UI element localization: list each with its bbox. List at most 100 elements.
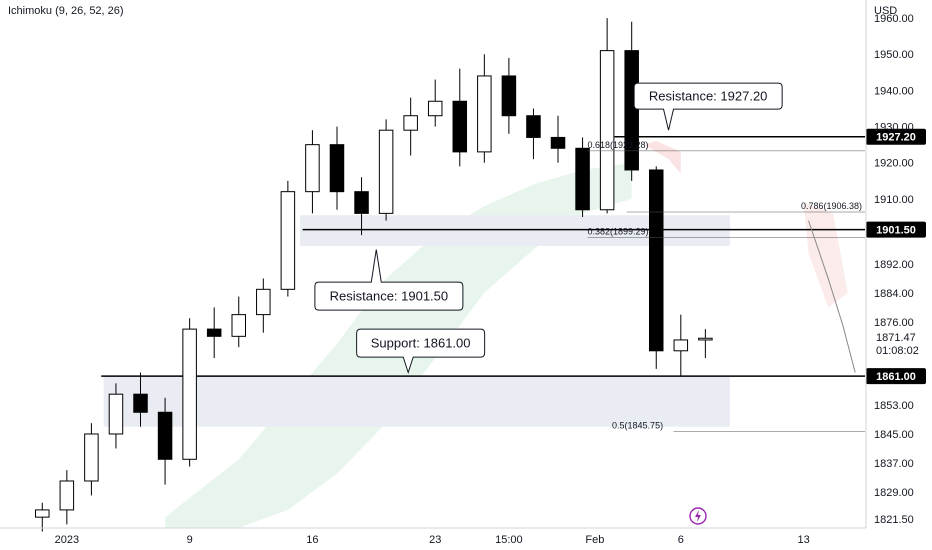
ichimoku-cloud-red-future	[803, 202, 848, 308]
candle-body	[501, 75, 517, 117]
time-tick-23: 23	[429, 534, 441, 546]
price-tick: 1876.00	[874, 317, 914, 329]
candle	[378, 119, 394, 221]
price-badge-1901.50	[866, 221, 926, 238]
candle	[403, 97, 418, 156]
price-badge-text-1861.00: 1861.00	[876, 371, 916, 383]
candle-body	[108, 393, 124, 435]
indicator-label[interactable]: Ichimoku (9, 26, 52, 26)	[8, 5, 124, 17]
candle	[526, 108, 541, 160]
lightning-icon[interactable]	[689, 507, 707, 525]
fib-label-0.618(1923.28): 0.618(1923.28)	[587, 140, 648, 150]
time-tick-9: 9	[187, 534, 193, 546]
candle-body	[526, 115, 541, 138]
candle	[256, 278, 271, 333]
levels-layer	[101, 135, 865, 377]
time-tick-16: 16	[306, 534, 318, 546]
time-tick-Feb: Feb	[585, 534, 604, 546]
candle-body	[354, 191, 369, 214]
candle	[280, 180, 296, 297]
lightning-icon-bolt	[695, 510, 701, 522]
fib-labels-layer: 0.618(1923.28) 0.382(1899.29) 0.786(1906.3…	[587, 140, 865, 432]
candle	[108, 383, 124, 449]
currency-label: USD	[874, 5, 897, 17]
price-badge-text-1927.20: 1927.20	[876, 132, 916, 144]
candle	[452, 68, 468, 167]
candle-body	[35, 509, 50, 518]
price-tick: 1853.00	[874, 400, 914, 412]
time-axis[interactable]: 2023 9 16 23 15:00 Feb 6 13	[0, 507, 866, 546]
candle	[648, 166, 664, 369]
price-tick: 1837.00	[874, 458, 914, 470]
candle-body	[452, 100, 468, 153]
time-tick-15:00: 15:00	[495, 534, 523, 546]
price-tick: 1950.00	[874, 49, 914, 61]
callout-support-1861-text: Support: 1861.00	[371, 336, 471, 351]
price-tick: 1845.00	[874, 429, 914, 441]
callout-resistance-1901-box	[314, 249, 464, 311]
candle	[698, 329, 713, 359]
price-badge-text-1901.50: 1901.50	[876, 225, 916, 237]
candle	[427, 79, 443, 127]
projection-path	[808, 220, 856, 373]
price-tick: 1884.00	[874, 288, 914, 300]
candle-body	[329, 144, 345, 193]
candle-body	[84, 433, 99, 482]
candle-body	[59, 480, 75, 511]
candle-body	[182, 328, 197, 460]
candle	[599, 18, 615, 214]
callout-resistance-1927-text: Resistance: 1927.20	[649, 89, 768, 104]
support-zone	[103, 376, 730, 427]
candle-body	[256, 288, 271, 316]
price-tick: 1930.00	[874, 122, 914, 134]
last-price-label: 1871.47	[876, 332, 916, 344]
candle	[673, 314, 689, 377]
callout-support-1861[interactable]: Support: 1861.00	[356, 328, 486, 375]
callout-resistance-1901-text: Resistance: 1901.50	[330, 289, 449, 304]
candle	[35, 502, 50, 532]
candle	[84, 423, 99, 496]
price-tick: 1829.00	[874, 487, 914, 499]
candle-body	[477, 75, 492, 153]
candle	[550, 115, 566, 163]
candle-body	[427, 100, 443, 117]
callout-resistance-1901[interactable]: Resistance: 1901.50	[314, 249, 464, 311]
candle	[329, 126, 345, 210]
time-tick-6: 6	[678, 534, 684, 546]
candle	[206, 307, 222, 359]
candle-body	[157, 411, 173, 460]
candle	[354, 177, 369, 236]
callout-support-1861-box	[356, 328, 486, 375]
price-tick: 1940.00	[874, 85, 914, 97]
price-badge-1927.20	[866, 128, 926, 145]
extra-layer	[808, 220, 856, 373]
candle	[231, 296, 247, 348]
candle	[305, 130, 320, 214]
candle-body	[133, 393, 148, 413]
price-tick: 1892.00	[874, 259, 914, 271]
candle-body	[403, 115, 418, 131]
candle-body	[378, 129, 394, 214]
fib-label-0.382(1899.29): 0.382(1899.29)	[587, 227, 648, 237]
candle-body	[280, 191, 296, 290]
price-badge-1861.00	[866, 368, 926, 385]
candle	[624, 21, 639, 181]
candle	[477, 54, 492, 163]
candle-body	[575, 147, 590, 211]
callouts-layer[interactable]: Resistance: 1927.20 Resistance: 1901.50 Su…	[314, 82, 783, 375]
candle-body	[624, 50, 639, 171]
candle-body	[231, 314, 247, 337]
resistance-zone	[300, 215, 730, 246]
candle-body	[599, 50, 615, 211]
callout-resistance-1927[interactable]: Resistance: 1927.20	[633, 82, 783, 131]
callout-resistance-1927-box	[633, 82, 783, 131]
price-tick: 1910.00	[874, 194, 914, 206]
candle-body	[648, 169, 664, 352]
fib-label-0.786(1906.38): 0.786(1906.38)	[801, 201, 862, 211]
candle-body	[206, 328, 222, 337]
candle-body	[673, 339, 689, 352]
candle	[575, 137, 590, 217]
price-tick: 1920.00	[874, 158, 914, 170]
